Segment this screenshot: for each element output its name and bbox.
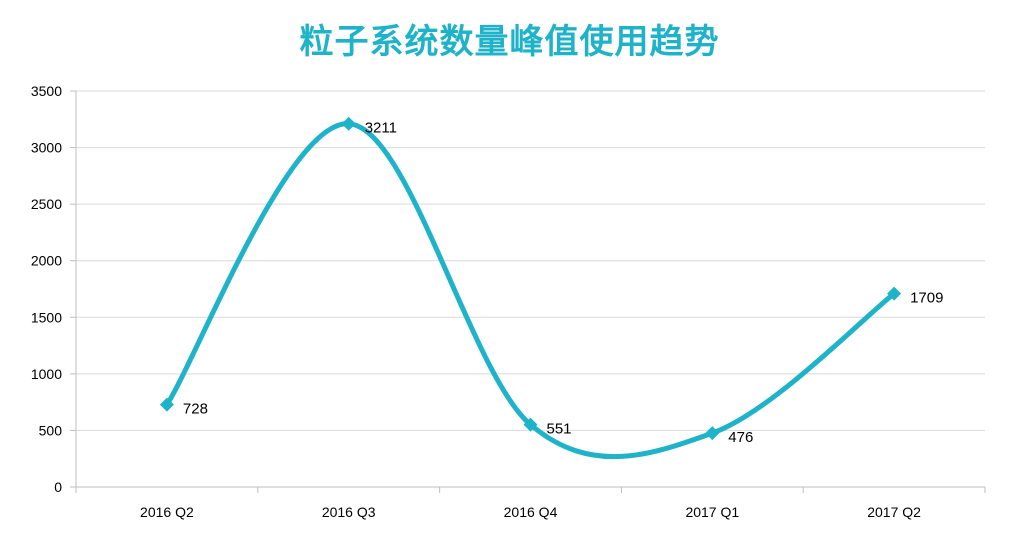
data-point xyxy=(341,116,356,131)
y-tick-label: 2000 xyxy=(31,253,62,269)
data-label: 551 xyxy=(547,421,572,438)
data-labels: 728 3211 551 476 1709 xyxy=(183,120,944,446)
data-label: 476 xyxy=(728,429,753,446)
data-label: 3211 xyxy=(365,120,397,137)
series-line-group xyxy=(164,121,897,460)
axes xyxy=(70,90,986,493)
x-tick-label: 2017 Q1 xyxy=(685,504,739,520)
y-tick-label: 2500 xyxy=(31,196,62,212)
data-point xyxy=(523,417,538,432)
x-tick-labels: 2016 Q2 2016 Q3 2016 Q4 2017 Q1 2017 Q2 xyxy=(140,504,921,520)
series-line xyxy=(164,121,897,460)
y-tick-label: 3000 xyxy=(31,140,62,156)
data-label: 1709 xyxy=(910,290,943,307)
y-tick-label: 0 xyxy=(54,479,62,495)
data-markers xyxy=(159,116,902,441)
y-tick-label: 3500 xyxy=(31,83,62,99)
y-tick-label: 500 xyxy=(39,422,63,438)
chart-title: 粒子系统数量峰值使用趋势 xyxy=(299,22,720,62)
data-point xyxy=(887,286,902,301)
x-tick-label: 2016 Q4 xyxy=(504,504,558,520)
gridlines xyxy=(76,90,985,431)
y-tick-label: 1000 xyxy=(31,366,62,382)
data-point xyxy=(159,397,174,412)
x-tick-label: 2016 Q3 xyxy=(322,504,376,520)
data-point xyxy=(705,426,720,441)
data-label: 728 xyxy=(183,401,208,418)
x-tick-label: 2017 Q2 xyxy=(867,504,921,520)
y-tick-label: 1500 xyxy=(31,309,62,325)
y-tick-labels: 0 500 1000 1500 2000 2500 3000 3500 xyxy=(31,83,62,495)
x-tick-label: 2016 Q2 xyxy=(140,504,194,520)
